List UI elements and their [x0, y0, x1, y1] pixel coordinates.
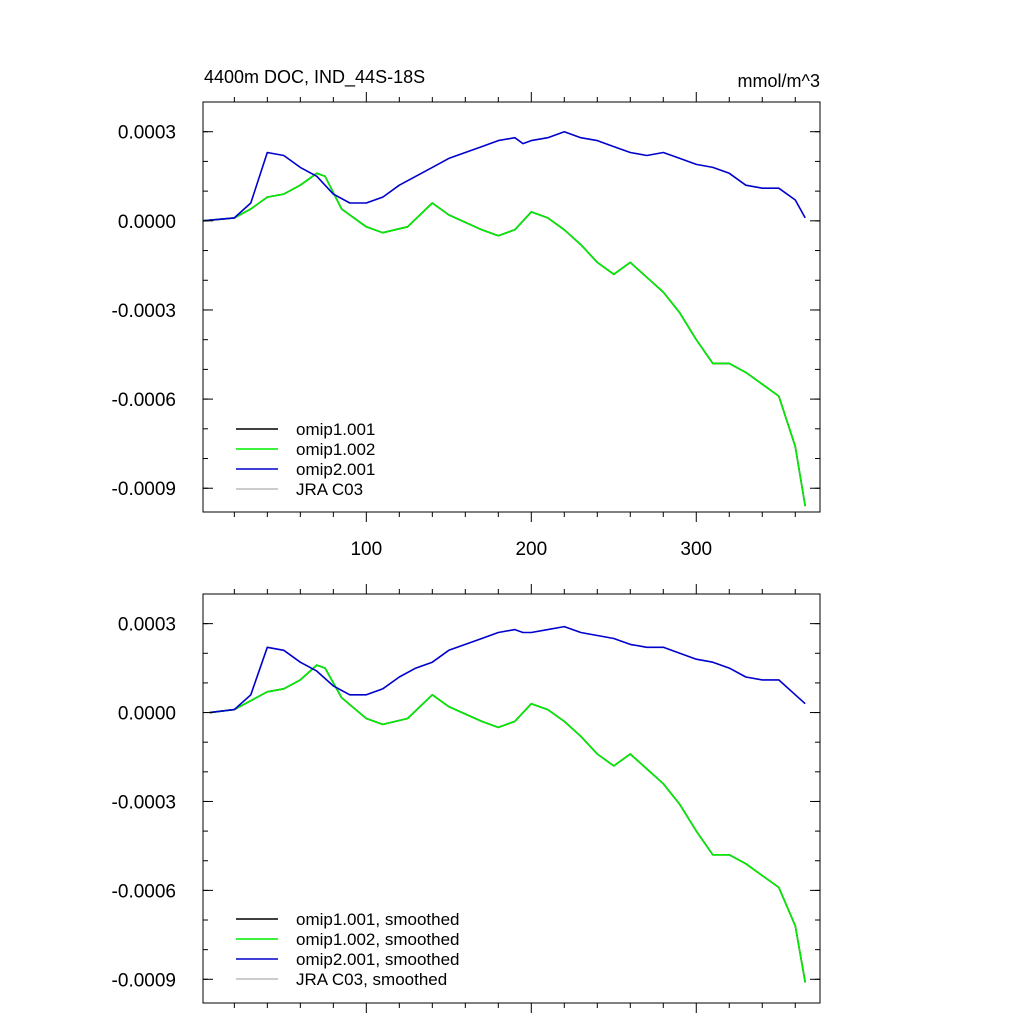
- y-tick-label: 0.0000: [118, 212, 176, 233]
- x-tick-label: 100: [350, 539, 382, 560]
- legend-label-2: omip2.001: [296, 460, 375, 479]
- y-tick-label: -0.0003: [112, 792, 176, 813]
- x-tick-label: 200: [515, 539, 547, 560]
- top-panel: 0.0003 0.0000 -0.0003 -0.0006 -0.0009 100 200 3…: [112, 92, 821, 560]
- series-line-2: [209, 625, 806, 714]
- y-tick-label: 0.0003: [118, 615, 176, 636]
- series-line-1: [202, 172, 806, 507]
- y-tick-label: -0.0009: [112, 970, 176, 991]
- y-tick-label: -0.0009: [112, 479, 176, 500]
- bottom-panel: 0.0003 0.0000 -0.0003 -0.0006 -0.0009 omip1.0…: [112, 584, 821, 1013]
- legend-label-3: JRA C03, smoothed: [296, 970, 447, 989]
- y-tick-label: -0.0006: [112, 390, 176, 411]
- x-tick-label: 300: [680, 539, 712, 560]
- y-tick-label: -0.0003: [112, 301, 176, 322]
- legend-label-2: omip2.001, smoothed: [296, 950, 460, 969]
- y-tick-label: 0.0003: [118, 123, 176, 144]
- legend-label-0: omip1.001, smoothed: [296, 910, 460, 929]
- series-line-0: [202, 172, 806, 507]
- series-line-2: [202, 130, 806, 222]
- legend-label-0: omip1.001: [296, 420, 375, 439]
- units-label: mmol/m^3: [738, 71, 820, 91]
- plot-frame: [202, 101, 821, 513]
- chart-title: 4400m DOC, IND_44S-18S: [204, 67, 425, 88]
- legend-label-1: omip1.002, smoothed: [296, 930, 460, 949]
- y-tick-label: -0.0006: [112, 881, 176, 902]
- legend-label-1: omip1.002: [296, 440, 375, 459]
- legend-label-3: JRA C03: [296, 480, 363, 499]
- plot-frame: [202, 593, 821, 1004]
- series-line-1: [209, 664, 806, 983]
- y-tick-label: 0.0000: [118, 704, 176, 725]
